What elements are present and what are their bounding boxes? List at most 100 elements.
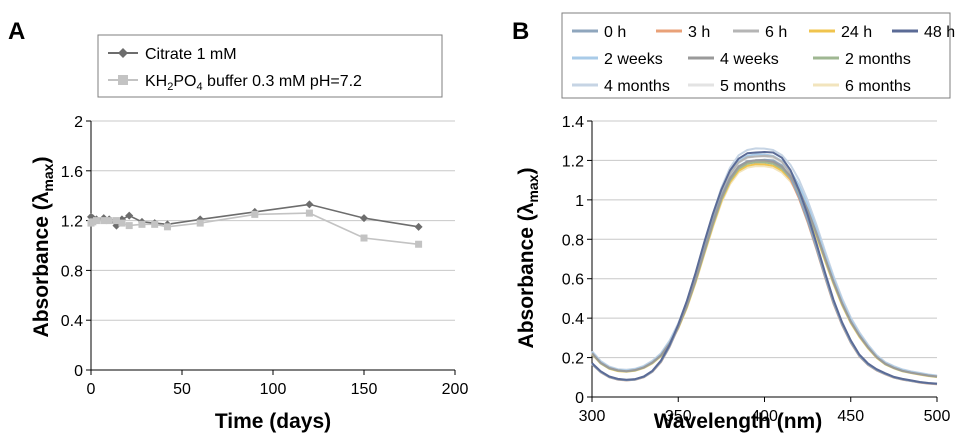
legend-entry-4-weeks: 4 weeks <box>688 51 779 68</box>
legend-label-0-h: 0 h <box>604 24 626 41</box>
series-line-5-months <box>591 155 938 378</box>
legend-marker-citrate <box>118 48 128 58</box>
data-point-citrate <box>125 211 134 220</box>
panel-b-y-ticks: 0 0.2 0.4 0.6 0.8 1 1.2 1.4 <box>562 114 584 407</box>
panel-a-x-tick-label: 200 <box>442 381 469 398</box>
legend-label-3-h: 3 h <box>688 24 710 41</box>
panel-a-y-ticks: 0 0.4 0.8 1.2 1.6 2 <box>61 114 83 380</box>
panel-a-y-tick-label: 0 <box>74 363 83 380</box>
data-point-kh2po4 <box>196 219 204 227</box>
panel-b-y-tick-label: 0 <box>575 390 584 407</box>
data-point-kh2po4 <box>163 223 171 231</box>
data-point-kh2po4 <box>105 217 113 225</box>
data-point-kh2po4 <box>138 220 146 228</box>
panel-b-x-tick-label: 500 <box>924 408 951 425</box>
data-point-kh2po4 <box>100 217 108 225</box>
data-point-citrate <box>360 214 368 223</box>
panel-a-series <box>87 200 423 248</box>
legend-entry-3-h: 3 h <box>656 24 710 41</box>
legend-label-24-h: 24 h <box>841 24 872 41</box>
legend-label-5-months: 5 months <box>720 78 786 95</box>
legend-label-6-months: 6 months <box>845 78 911 95</box>
panel-a-grid <box>91 120 455 321</box>
legend-label-4-months: 4 months <box>604 78 670 95</box>
series-line-kh2po4 <box>90 212 419 246</box>
series-line-4-months <box>591 147 938 377</box>
legend-label-6-h: 6 h <box>765 24 787 41</box>
series-line-0-h <box>591 158 938 385</box>
panel-a-x-ticks: 0 50 100 150 200 <box>87 381 469 398</box>
panel-a-x-tick-label: 0 <box>87 381 96 398</box>
panel-b-y-tick-label: 1.4 <box>562 114 584 131</box>
series-line-6-months <box>591 165 938 379</box>
data-point-kh2po4 <box>92 217 100 225</box>
series-line-24-h <box>591 163 938 378</box>
panel-b-x-axis-title: Wavelength (nm) <box>654 410 822 433</box>
panel-b-series <box>591 147 938 386</box>
panel-b-y-tick-label: 0.2 <box>562 351 584 368</box>
data-point-citrate <box>305 200 314 209</box>
series-line-48-h <box>591 151 938 385</box>
panel-b-letter: B <box>512 18 529 45</box>
data-point-kh2po4 <box>151 220 159 228</box>
panel-a-y-tick-label: 0.4 <box>61 313 83 330</box>
legend-label-2-months: 2 months <box>845 51 911 68</box>
panel-b-legend: 0 h 3 h 6 h 24 h 48 h 2 weeks 4 weeks 2 months 4… <box>561 12 955 99</box>
panel-b-y-axis-title: Absorbance (λmax) <box>515 168 541 349</box>
legend-label-4-weeks: 4 weeks <box>720 51 779 68</box>
panel-b-x-tick-label: 350 <box>665 408 692 425</box>
series-line-citrate <box>90 203 419 228</box>
panel-b: B 0 0.2 0.4 0.6 0.8 1 1.2 1.4 300 350 400 450 500 W… <box>512 12 955 433</box>
panel-b-x-tick-label: 400 <box>751 408 778 425</box>
panel-b-y-tick-label: 0.4 <box>562 311 584 328</box>
legend-entry-4-months: 4 months <box>572 78 670 95</box>
legend-entry-5-months: 5 months <box>688 78 786 95</box>
panel-b-x-tick-label: 300 <box>579 408 606 425</box>
legend-entry-24-h: 24 h <box>809 24 872 41</box>
panel-a-legend: Citrate 1 mM KH2PO4 buffer 0.3 mM pH=7.2 <box>97 34 443 98</box>
data-point-kh2po4 <box>89 218 97 226</box>
legend-marker-kh2po4 <box>118 75 128 85</box>
panel-a-x-tick-label: 100 <box>260 381 287 398</box>
panel-a-letter: A <box>8 18 25 45</box>
panel-b-axes <box>587 120 938 402</box>
data-point-kh2po4 <box>251 210 259 218</box>
panel-b-legend-box <box>561 12 951 99</box>
panel-a-y-tick-label: 2 <box>74 114 83 131</box>
legend-entry-2-months: 2 months <box>813 51 911 68</box>
series-line-3-h <box>591 160 938 386</box>
series-line-2-weeks <box>591 153 938 378</box>
panel-b-y-tick-label: 0.6 <box>562 272 584 289</box>
panel-a-x-tick-label: 150 <box>351 381 378 398</box>
legend-entry-48-h: 48 h <box>892 24 955 41</box>
panel-a: A 0 0.4 0.8 1.2 1.6 2 0 50 100 150 200 Time (days… <box>8 18 468 433</box>
legend-label-kh2po4: KH2PO4 buffer 0.3 mM pH=7.2 <box>145 73 362 93</box>
panel-b-y-tick-label: 0.8 <box>562 232 584 249</box>
data-point-kh2po4 <box>360 234 368 242</box>
series-line-6-h <box>591 154 938 385</box>
legend-entry-kh2po4: KH2PO4 buffer 0.3 mM pH=7.2 <box>108 73 362 93</box>
data-point-citrate <box>414 222 423 231</box>
legend-entry-0-h: 0 h <box>572 24 626 41</box>
panel-a-x-tick-label: 50 <box>173 381 191 398</box>
legend-entry-6-h: 6 h <box>733 24 787 41</box>
series-line-4-weeks <box>591 159 938 378</box>
legend-entry-2-weeks: 2 weeks <box>572 51 663 68</box>
data-point-kh2po4 <box>118 219 126 227</box>
panel-a-x-axis-title: Time (days) <box>215 410 331 433</box>
panel-a-legend-box <box>97 34 443 98</box>
panel-a-y-tick-label: 1.6 <box>61 164 83 181</box>
legend-entry-citrate: Citrate 1 mM <box>108 46 237 63</box>
panel-a-axes <box>86 120 456 375</box>
legend-label-48-h: 48 h <box>924 24 955 41</box>
panel-a-y-tick-label: 0.8 <box>61 263 83 280</box>
legend-label-citrate: Citrate 1 mM <box>145 46 237 63</box>
legend-entry-6-months: 6 months <box>813 78 911 95</box>
panel-b-y-tick-label: 1 <box>575 193 584 210</box>
data-point-kh2po4 <box>415 240 423 248</box>
data-point-kh2po4 <box>112 217 120 225</box>
panel-a-y-axis-title: Absorbance (λmax) <box>30 157 56 338</box>
data-point-kh2po4 <box>305 209 313 217</box>
panel-b-x-tick-label: 450 <box>837 408 864 425</box>
